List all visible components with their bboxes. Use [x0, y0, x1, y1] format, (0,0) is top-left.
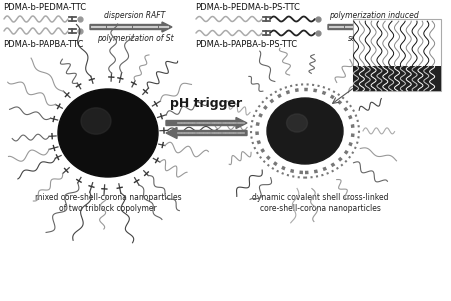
Text: dynamic covalent shell cross-linked
core-shell-corona nanoparticles: dynamic covalent shell cross-linked core… [252, 193, 388, 213]
Text: self-assemble: self-assemble [348, 34, 400, 43]
Text: polymerization induced: polymerization induced [329, 11, 419, 20]
Text: PDMA-b-PEDMA-b-PS-TTC: PDMA-b-PEDMA-b-PS-TTC [195, 3, 300, 12]
FancyBboxPatch shape [353, 66, 441, 91]
Text: mixed core-shell-corona nanoparticles
of two triblock copolymer: mixed core-shell-corona nanoparticles of… [35, 193, 181, 213]
Text: PDMA-b-PEDMA-TTC: PDMA-b-PEDMA-TTC [3, 3, 86, 12]
Text: polymerization of St: polymerization of St [97, 34, 173, 43]
Ellipse shape [81, 108, 111, 134]
Text: pH trigger: pH trigger [170, 97, 243, 110]
FancyBboxPatch shape [353, 19, 441, 91]
Ellipse shape [58, 89, 158, 177]
FancyArrow shape [166, 117, 247, 129]
Text: PDMA-b-PAPBA-b-PS-TTC: PDMA-b-PAPBA-b-PS-TTC [195, 40, 297, 49]
FancyArrow shape [90, 22, 172, 32]
Text: dispersion RAFT: dispersion RAFT [104, 11, 166, 20]
FancyArrow shape [166, 128, 247, 138]
FancyArrow shape [328, 22, 412, 32]
Ellipse shape [267, 98, 343, 164]
Ellipse shape [286, 114, 308, 132]
Text: PDMA-b-PAPBA-TTC: PDMA-b-PAPBA-TTC [3, 40, 83, 49]
